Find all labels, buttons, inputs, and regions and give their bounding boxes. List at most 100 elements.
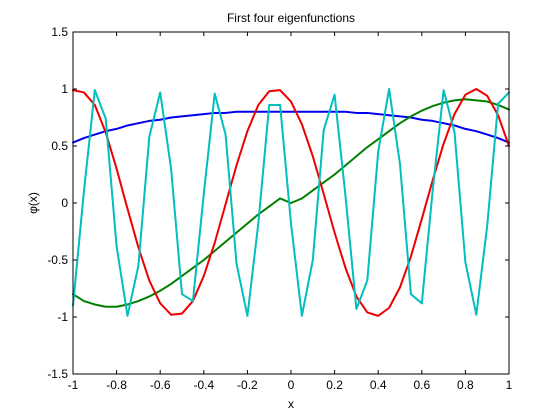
series-3-point — [181, 312, 183, 315]
series-3-point — [170, 314, 172, 316]
series-1-point — [137, 122, 139, 124]
series-2-point — [344, 164, 347, 166]
series-4-point — [323, 129, 325, 131]
x-tick-label: 0.2 — [326, 378, 343, 392]
series-3-point — [399, 286, 401, 288]
series-2-point — [290, 202, 292, 204]
series-3-point — [137, 246, 139, 249]
series-3-point — [279, 89, 281, 91]
series-3-point — [225, 203, 227, 205]
series-1-point — [214, 112, 216, 114]
x-tick-label: -1 — [68, 378, 79, 392]
series-3-point — [94, 104, 96, 106]
axes-box — [72, 31, 510, 375]
series-4-point — [344, 195, 347, 197]
series-2-point — [214, 250, 216, 252]
series-4-point — [432, 189, 434, 192]
y-tick-label: 1.5 — [51, 25, 68, 39]
series-4-point — [246, 315, 248, 317]
series-1-point — [257, 111, 259, 113]
series-1-point — [83, 137, 85, 139]
series-4-point — [399, 163, 401, 165]
series-1-point — [443, 122, 445, 124]
series-2-point — [443, 102, 445, 104]
series-2-point — [105, 306, 107, 308]
series-2-point — [410, 115, 412, 117]
series-1-point — [116, 128, 118, 130]
series-3-point — [312, 155, 314, 157]
y-tick-label: -1.5 — [47, 367, 68, 381]
x-tick-label: 0.6 — [413, 378, 430, 392]
series-4-point — [443, 89, 445, 91]
series-4-point — [290, 222, 292, 225]
series-3-point — [443, 143, 445, 145]
series-1-point — [475, 130, 477, 132]
series-2-point — [170, 283, 172, 285]
series-2-point — [268, 205, 270, 208]
series-4-point — [105, 118, 107, 120]
series-1-point — [159, 119, 161, 121]
series-2-point — [94, 303, 96, 306]
series-1-point — [203, 113, 205, 115]
y-tick-label: 1 — [61, 82, 68, 96]
series-4-point — [94, 89, 96, 91]
series-2-point — [323, 181, 325, 184]
series-2-point — [148, 295, 150, 298]
series-2-point — [181, 275, 183, 277]
series-2-point — [312, 189, 314, 192]
series-3-point — [377, 315, 379, 317]
series-4-point — [203, 193, 205, 195]
series-4-point — [159, 91, 161, 94]
series-2-point — [475, 99, 477, 101]
series-2-point — [301, 197, 303, 200]
series-2-point — [192, 267, 194, 269]
series-2-point — [366, 146, 368, 148]
series-2-point — [388, 130, 390, 132]
x-tick-label: 0.8 — [457, 378, 474, 392]
series-1-point — [301, 111, 303, 113]
series-4-point — [235, 262, 238, 265]
series-2-point — [334, 173, 336, 176]
series-4-point — [137, 265, 139, 267]
series-2-point — [421, 110, 423, 112]
series-3-point — [290, 100, 292, 103]
series-2-point — [83, 300, 85, 302]
y-tick-label: 0.5 — [51, 139, 68, 153]
series-4-point — [192, 300, 194, 302]
series-2-point — [279, 197, 281, 200]
x-tick-label: 0 — [288, 378, 295, 392]
series-1-point — [464, 128, 466, 130]
x-tick-label: -0.8 — [106, 378, 127, 392]
series-3-point — [453, 113, 456, 115]
series-4-point — [257, 222, 259, 225]
series-4-point — [312, 259, 314, 261]
series-2-point — [225, 241, 227, 243]
series-2-point — [399, 122, 401, 124]
series-1-point — [235, 111, 238, 113]
series-1-point — [126, 124, 129, 127]
series-3-point — [214, 242, 216, 244]
series-1-point — [377, 113, 379, 115]
series-3-point — [366, 311, 368, 314]
series-3-point — [475, 88, 477, 90]
series-1-point — [486, 134, 488, 136]
chart-title: First four eigenfunctions — [227, 11, 355, 25]
series-4-point — [181, 293, 183, 295]
series-2-point — [126, 303, 129, 306]
x-tick-label: -0.4 — [193, 378, 214, 392]
series-3-point — [301, 123, 303, 125]
series-4-point — [214, 92, 216, 95]
series-1-point — [421, 119, 423, 121]
series-1-point — [94, 134, 96, 136]
y-tick-label: -1 — [57, 310, 68, 324]
series-4-point — [410, 293, 412, 295]
series-3-point — [126, 208, 129, 210]
tick-layer: -1 -0.8 -0.6 -0.4 -0.2 0 0.2 0.4 0.6 0.8 1-1.5-1-0… — [47, 25, 512, 392]
series-3-point — [344, 267, 347, 269]
series-2-point — [235, 232, 238, 234]
series-1-point — [290, 111, 292, 113]
series-3-point — [116, 168, 118, 170]
series-3-point — [421, 218, 423, 220]
series-2-point — [486, 100, 488, 103]
